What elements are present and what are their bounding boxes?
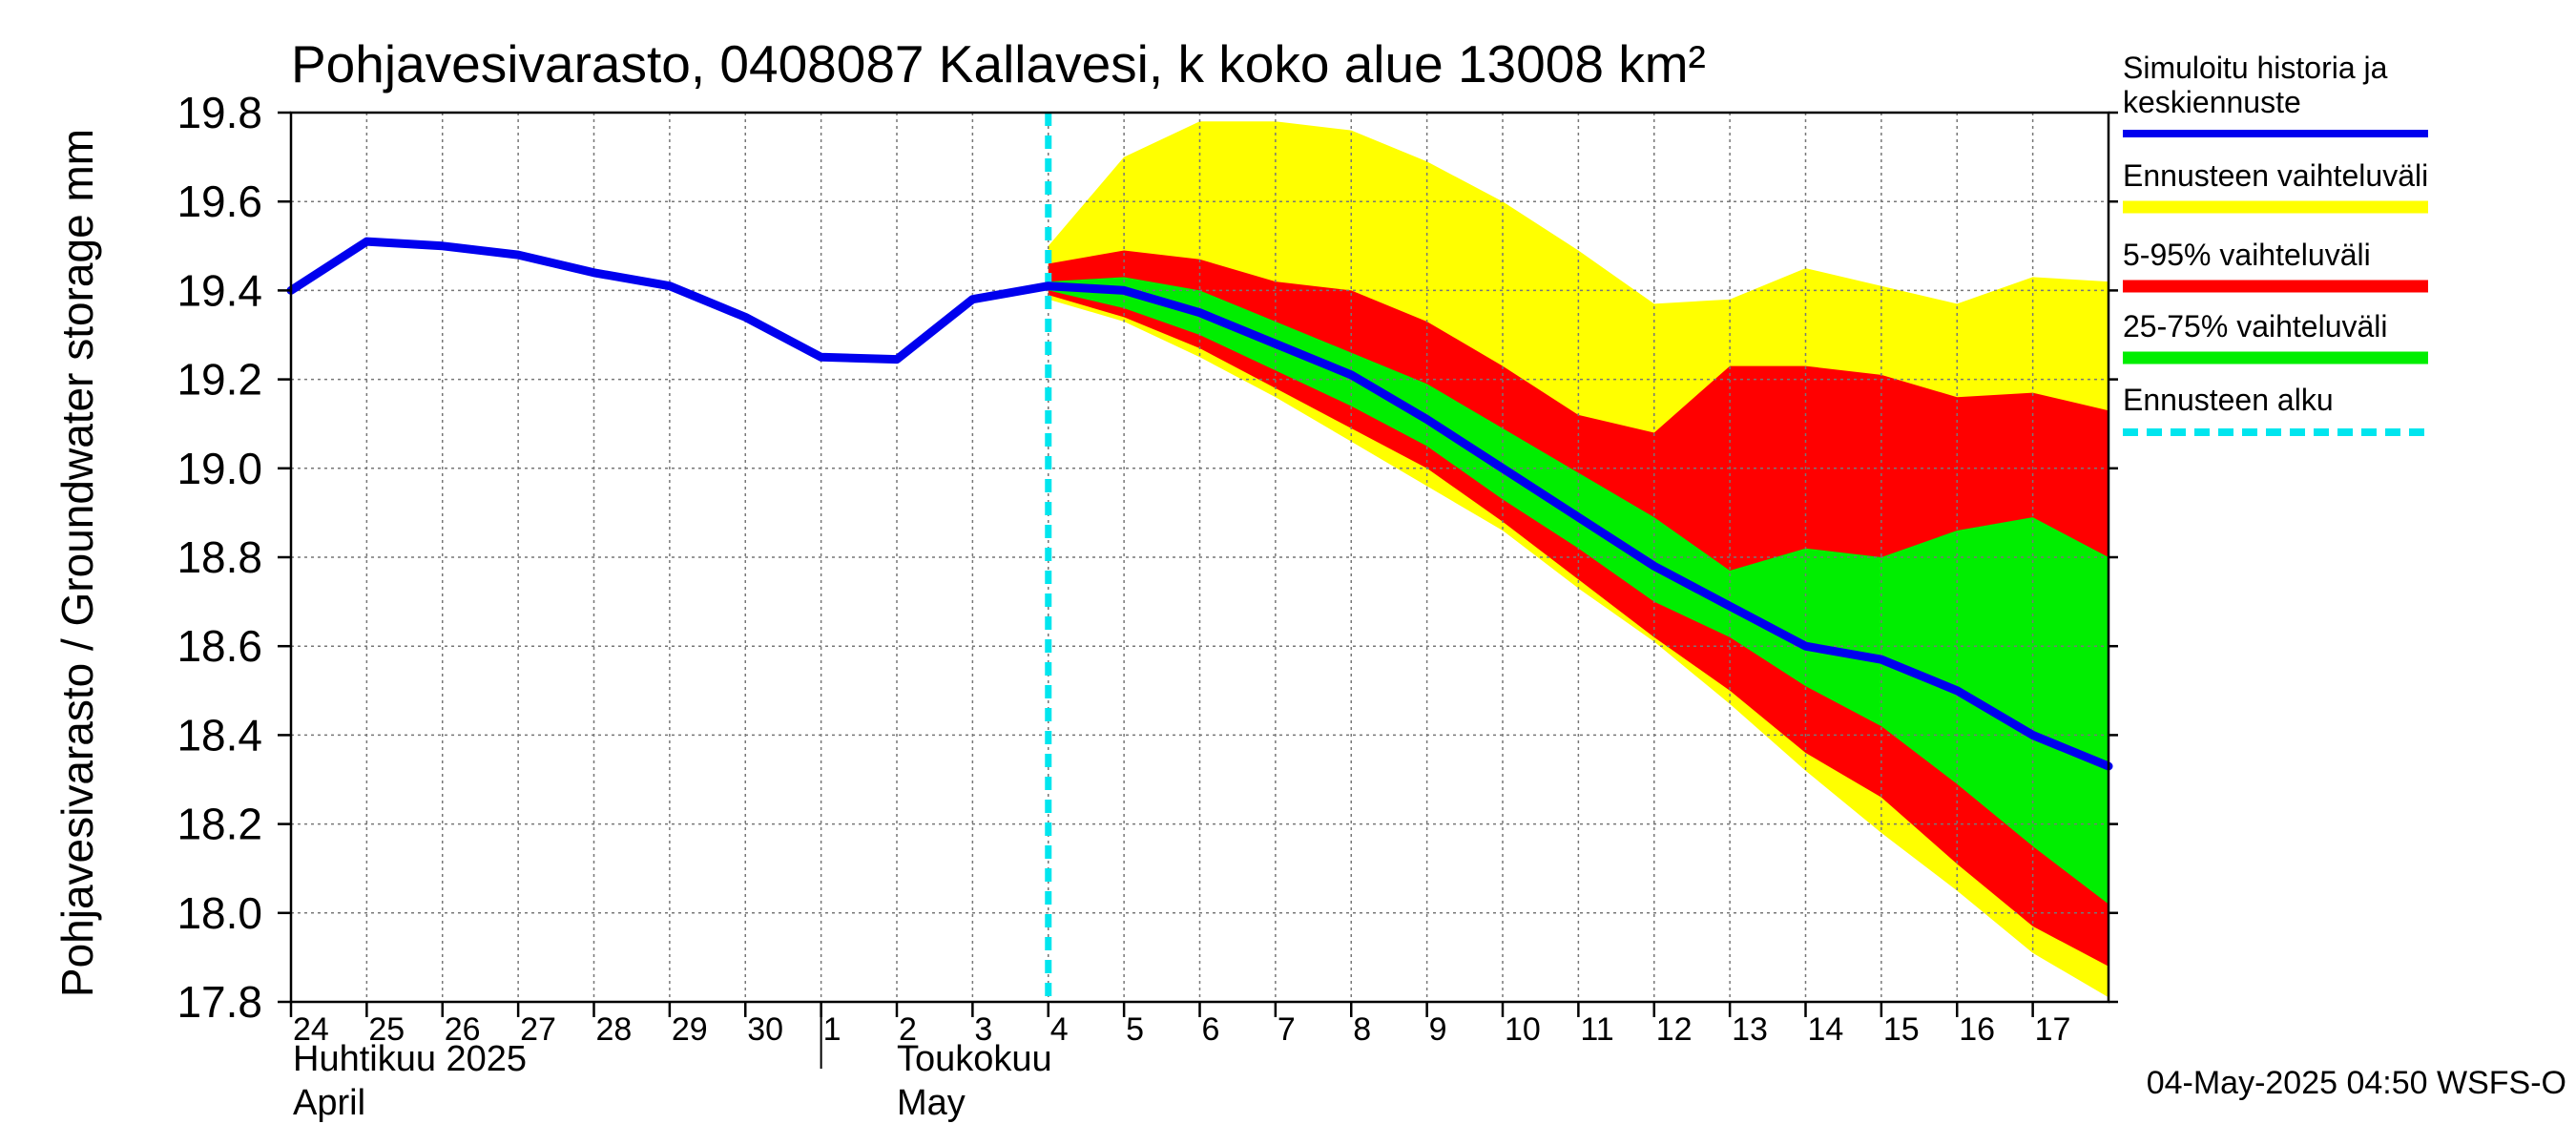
median-line xyxy=(286,237,2113,771)
band-25-75 xyxy=(1048,277,2109,905)
y-axis: 17.8 18.0 18.2 18.4 18.6 18.8 19.0 19.2 19.4 19.6… xyxy=(177,88,2118,1027)
x-tick-label: 16 xyxy=(1959,1011,1995,1048)
x-tick-label: 27 xyxy=(520,1011,556,1048)
month-label-april-fi: Huhtikuu 2025 xyxy=(293,1039,527,1079)
chart-title: Pohjavesivarasto, 0408087 Kallavesi, k k… xyxy=(291,34,1706,94)
legend-label: 5-95% vaihteluväli xyxy=(2123,238,2371,272)
x-tick-label: 8 xyxy=(1353,1011,1371,1048)
x-tick-label: 5 xyxy=(1126,1011,1144,1048)
x-tick-label: 13 xyxy=(1732,1011,1768,1048)
y-tick-label: 19.6 xyxy=(177,177,262,226)
legend-label: keskiennuste xyxy=(2123,85,2301,119)
y-tick-label: 19.2 xyxy=(177,355,262,405)
x-tick-label: 10 xyxy=(1505,1011,1541,1048)
y-tick-label: 17.8 xyxy=(177,977,262,1027)
x-tick-label: 9 xyxy=(1429,1011,1447,1048)
timestamp: 04-May-2025 04:50 WSFS-O xyxy=(2147,1065,2566,1101)
band-5-95 xyxy=(1048,250,2109,967)
x-tick-label: 6 xyxy=(1202,1011,1220,1048)
x-tick-label: 15 xyxy=(1883,1011,1920,1048)
x-tick-label: 24 xyxy=(293,1011,329,1048)
x-tick-label: 12 xyxy=(1656,1011,1693,1048)
y-tick-label: 18.6 xyxy=(177,621,262,671)
x-tick-label: 2 xyxy=(899,1011,917,1048)
legend-label: Ennusteen vaihteluväli xyxy=(2123,158,2428,193)
x-tick-label: 7 xyxy=(1278,1011,1296,1048)
x-tick-label: 30 xyxy=(747,1011,783,1048)
x-tick-label: 29 xyxy=(672,1011,708,1048)
x-tick-label: 25 xyxy=(368,1011,405,1048)
plot-area xyxy=(286,111,2113,1004)
x-tick-label: 26 xyxy=(445,1011,481,1048)
x-tick-label: 4 xyxy=(1050,1011,1069,1048)
x-tick-label: 14 xyxy=(1808,1011,1844,1048)
month-label-april-en: April xyxy=(293,1083,365,1123)
x-tick-label: 1 xyxy=(823,1011,841,1048)
y-tick-label: 18.8 xyxy=(177,532,262,582)
x-tick-label: 17 xyxy=(2035,1011,2071,1048)
legend-label: 25-75% vaihteluväli xyxy=(2123,309,2388,344)
x-tick-label: 11 xyxy=(1580,1011,1613,1048)
month-label-may-fi: Toukokuu xyxy=(897,1039,1052,1079)
y-tick-label: 18.4 xyxy=(177,710,262,760)
y-tick-label: 19.4 xyxy=(177,265,262,315)
x-axis: 24 25 26 27 28 29 30 1 2 3 4 5 6 7 8 9 10 11 12 13 14 15 16 17 xyxy=(289,1002,2071,1069)
legend-label: Ennusteen alku xyxy=(2123,383,2334,417)
y-axis-label: Pohjavesivarasto / Groundwater storage m… xyxy=(52,129,102,997)
y-tick-label: 19.8 xyxy=(177,88,262,137)
x-tick-label: 3 xyxy=(974,1011,992,1048)
y-tick-label: 19.0 xyxy=(177,444,262,493)
x-tick-label: 28 xyxy=(596,1011,633,1048)
month-label-may-en: May xyxy=(897,1083,966,1123)
y-tick-label: 18.0 xyxy=(177,888,262,938)
y-tick-label: 18.2 xyxy=(177,800,262,849)
legend-label: Simuloitu historia ja xyxy=(2123,51,2388,85)
